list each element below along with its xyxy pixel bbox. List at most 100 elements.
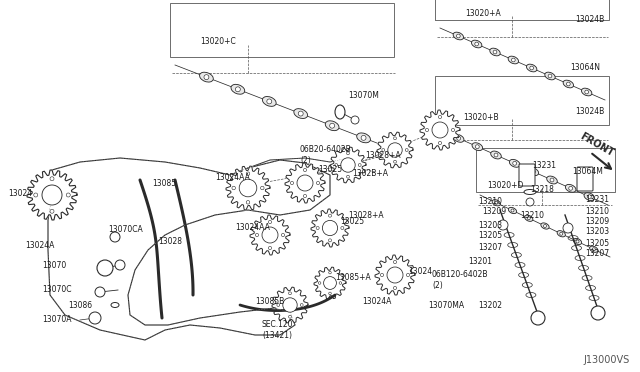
Circle shape xyxy=(426,128,429,132)
Ellipse shape xyxy=(511,209,514,212)
Ellipse shape xyxy=(236,87,241,92)
Ellipse shape xyxy=(557,231,565,237)
Circle shape xyxy=(303,195,307,198)
Text: 13209: 13209 xyxy=(585,218,609,227)
Ellipse shape xyxy=(267,99,272,104)
Circle shape xyxy=(438,115,442,119)
Text: 13231: 13231 xyxy=(585,196,609,205)
Text: 13085+A: 13085+A xyxy=(335,273,371,282)
Circle shape xyxy=(347,175,349,178)
Ellipse shape xyxy=(543,224,547,228)
Circle shape xyxy=(50,209,54,213)
Text: 13210: 13210 xyxy=(478,198,502,206)
Text: 06B120-6402B
(2): 06B120-6402B (2) xyxy=(432,270,488,290)
Ellipse shape xyxy=(472,143,483,151)
Circle shape xyxy=(97,260,113,276)
Circle shape xyxy=(246,172,250,176)
Ellipse shape xyxy=(356,133,371,143)
Circle shape xyxy=(380,273,383,277)
Ellipse shape xyxy=(584,193,595,201)
Circle shape xyxy=(289,315,291,318)
Text: J13000VS: J13000VS xyxy=(584,355,630,365)
Text: 13024B: 13024B xyxy=(575,108,604,116)
Ellipse shape xyxy=(335,105,345,119)
Ellipse shape xyxy=(585,90,589,94)
Polygon shape xyxy=(27,170,77,220)
Polygon shape xyxy=(311,209,349,247)
Text: 13070CA: 13070CA xyxy=(108,225,143,234)
Ellipse shape xyxy=(548,74,552,78)
Text: 13028+A: 13028+A xyxy=(348,211,383,219)
Circle shape xyxy=(316,182,319,185)
Ellipse shape xyxy=(566,82,570,86)
Ellipse shape xyxy=(582,88,592,96)
Circle shape xyxy=(394,160,396,163)
Text: 13024B: 13024B xyxy=(575,16,604,25)
Text: 13210: 13210 xyxy=(585,208,609,217)
Text: 13024A: 13024A xyxy=(25,241,54,250)
Circle shape xyxy=(268,220,271,224)
Ellipse shape xyxy=(531,170,535,174)
Ellipse shape xyxy=(527,217,531,220)
Circle shape xyxy=(498,220,508,230)
Ellipse shape xyxy=(494,153,498,157)
Ellipse shape xyxy=(231,84,244,94)
Polygon shape xyxy=(272,287,308,323)
Circle shape xyxy=(246,201,250,204)
Text: 06B20-6402B
(2): 06B20-6402B (2) xyxy=(300,145,352,165)
Circle shape xyxy=(260,186,264,190)
Circle shape xyxy=(89,312,101,324)
Ellipse shape xyxy=(527,64,537,72)
Ellipse shape xyxy=(330,123,335,128)
Text: 1302B+A: 1302B+A xyxy=(352,169,388,177)
Text: 13218: 13218 xyxy=(530,186,554,195)
Circle shape xyxy=(283,298,297,312)
Ellipse shape xyxy=(325,121,339,131)
Circle shape xyxy=(382,148,385,151)
Circle shape xyxy=(394,286,397,289)
Ellipse shape xyxy=(493,50,497,54)
Circle shape xyxy=(394,137,396,140)
Circle shape xyxy=(563,223,573,233)
Circle shape xyxy=(394,260,397,264)
Ellipse shape xyxy=(492,200,500,206)
Ellipse shape xyxy=(475,42,479,46)
Ellipse shape xyxy=(262,96,276,106)
Text: 13205: 13205 xyxy=(478,231,502,240)
Text: 13028+A: 13028+A xyxy=(365,151,401,160)
Ellipse shape xyxy=(573,238,582,245)
Circle shape xyxy=(67,193,70,197)
Circle shape xyxy=(291,182,294,185)
Text: 13024: 13024 xyxy=(408,267,432,276)
Circle shape xyxy=(387,267,403,283)
Text: 13025: 13025 xyxy=(340,218,364,227)
Text: 13024: 13024 xyxy=(8,189,32,198)
Text: FRONT: FRONT xyxy=(578,131,615,158)
Circle shape xyxy=(388,143,402,157)
Circle shape xyxy=(297,175,313,191)
Text: 13202: 13202 xyxy=(478,301,502,310)
Circle shape xyxy=(405,148,408,151)
Ellipse shape xyxy=(204,75,209,80)
Circle shape xyxy=(300,304,303,307)
Ellipse shape xyxy=(569,186,573,190)
Circle shape xyxy=(303,169,307,171)
Ellipse shape xyxy=(490,48,500,56)
Circle shape xyxy=(277,304,280,307)
Text: 13201: 13201 xyxy=(468,257,492,266)
Ellipse shape xyxy=(508,208,516,214)
Circle shape xyxy=(324,277,337,289)
Circle shape xyxy=(268,246,271,250)
Ellipse shape xyxy=(361,135,366,140)
Text: 13085B: 13085B xyxy=(255,298,284,307)
Text: 13024A: 13024A xyxy=(362,298,392,307)
Ellipse shape xyxy=(472,40,482,48)
Circle shape xyxy=(255,233,259,237)
Polygon shape xyxy=(226,166,270,210)
Polygon shape xyxy=(250,215,290,255)
Circle shape xyxy=(262,227,278,243)
Ellipse shape xyxy=(563,80,573,88)
Circle shape xyxy=(329,292,332,295)
Ellipse shape xyxy=(509,160,520,167)
Text: 13028: 13028 xyxy=(158,237,182,247)
